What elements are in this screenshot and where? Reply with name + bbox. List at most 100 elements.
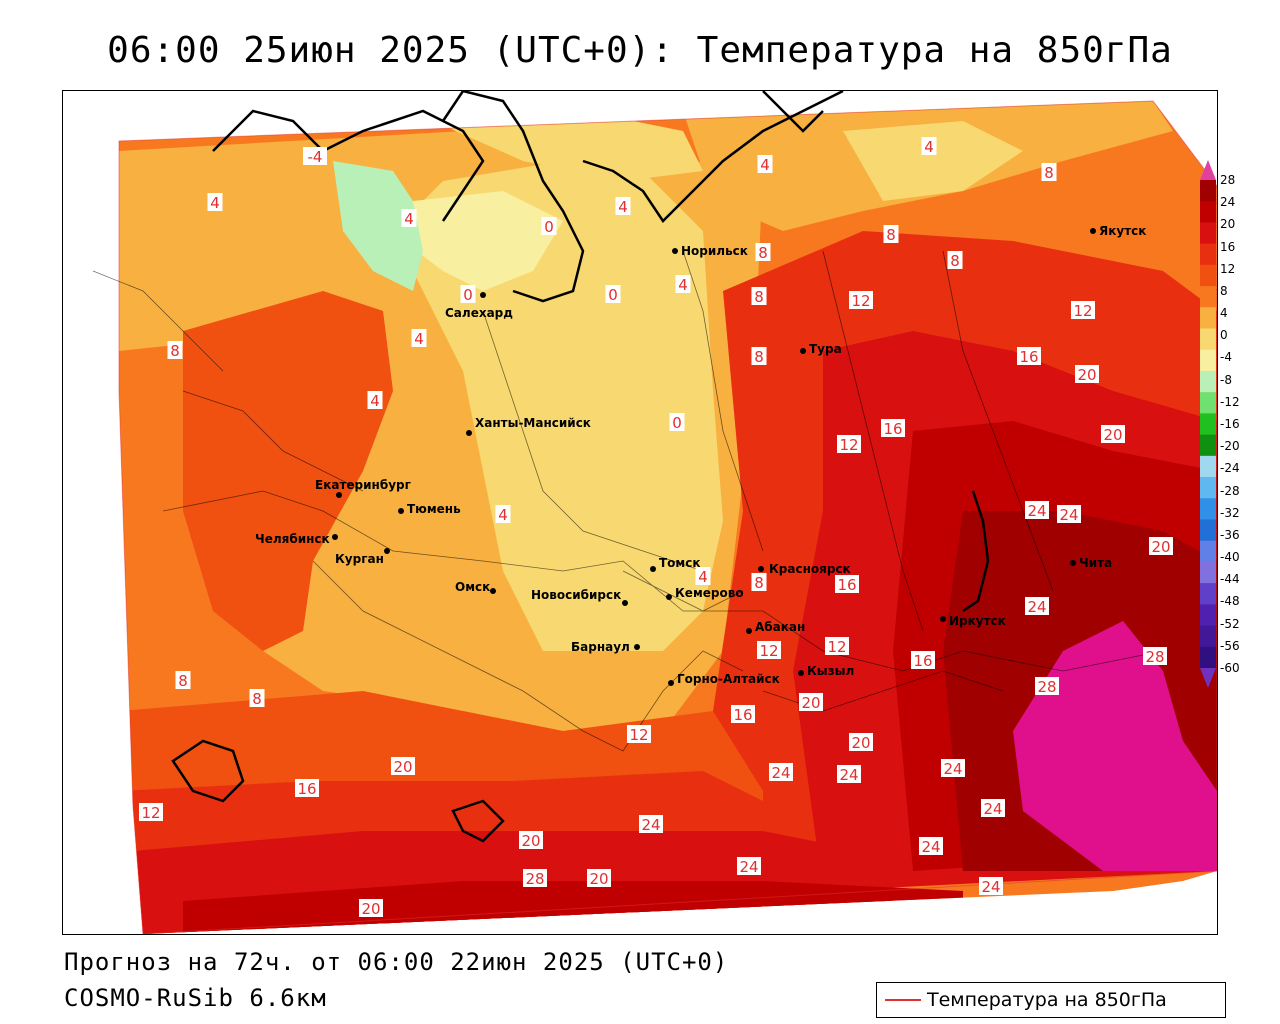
svg-text:28: 28 xyxy=(1145,648,1164,666)
svg-text:20: 20 xyxy=(1103,426,1122,444)
svg-text:12: 12 xyxy=(629,726,648,744)
isotherm-label: 4 xyxy=(207,193,223,212)
svg-text:20: 20 xyxy=(521,832,540,850)
city-khanty-mansiysk[interactable]: Ханты-Мансийск xyxy=(466,416,591,436)
isotherm-label: 24 xyxy=(1025,597,1049,616)
colorbar-tick-label: -28 xyxy=(1220,483,1240,498)
colorbar-tick-label: -4 xyxy=(1220,350,1232,365)
isotherm-label: 8 xyxy=(751,287,767,306)
city-gorno-altaysk[interactable]: Горно-Алтайск xyxy=(668,672,780,686)
city-norilsk[interactable]: Норильск xyxy=(672,244,748,258)
colorbar-swatch xyxy=(1200,264,1216,287)
isotherm-label: 12 xyxy=(1071,301,1095,320)
city-salekhard[interactable]: Салехард xyxy=(445,292,513,320)
isotherm-label: 24 xyxy=(737,857,761,876)
city-novosibirsk[interactable]: Новосибирск xyxy=(531,588,628,606)
svg-text:Иркутск: Иркутск xyxy=(949,614,1006,628)
isotherm-label: 24 xyxy=(837,765,861,784)
isotherm-label: 4 xyxy=(495,505,511,524)
isotherm-label: 20 xyxy=(1101,425,1125,444)
colorbar-tick-label: 0 xyxy=(1220,328,1228,343)
city-tyumen[interactable]: Тюмень xyxy=(398,502,461,516)
city-irkutsk[interactable]: Иркутск xyxy=(940,614,1006,628)
isotherm-label: 4 xyxy=(367,391,383,410)
svg-text:24: 24 xyxy=(1059,506,1078,524)
isotherm-label: 20 xyxy=(849,733,873,752)
svg-text:24: 24 xyxy=(983,800,1002,818)
svg-text:16: 16 xyxy=(913,652,932,670)
city-tomsk[interactable]: Томск xyxy=(650,556,701,572)
svg-text:4: 4 xyxy=(370,392,380,410)
isotherm-label: 4 xyxy=(695,567,711,586)
svg-text:4: 4 xyxy=(210,194,220,212)
city-chita[interactable]: Чита xyxy=(1070,556,1112,570)
svg-text:12: 12 xyxy=(759,642,778,660)
isotherm-label: 20 xyxy=(587,869,611,888)
colorbar-top-arrow xyxy=(1200,160,1216,180)
isotherm-label: 0 xyxy=(541,217,557,236)
isotherm-label: 16 xyxy=(295,779,319,798)
city-kemerovo[interactable]: Кемерово xyxy=(666,586,744,600)
svg-text:16: 16 xyxy=(883,420,902,438)
svg-text:12: 12 xyxy=(839,436,858,454)
svg-text:16: 16 xyxy=(733,706,752,724)
svg-text:Омск: Омск xyxy=(455,580,490,594)
svg-text:24: 24 xyxy=(771,764,790,782)
isotherm-label: 20 xyxy=(519,831,543,850)
isotherm-label: 4 xyxy=(615,197,631,216)
svg-text:4: 4 xyxy=(678,276,688,294)
isotherm-label: 20 xyxy=(359,899,383,918)
svg-text:24: 24 xyxy=(641,816,660,834)
svg-text:0: 0 xyxy=(544,218,554,236)
model-name: COSMO-RuSib 6.6км xyxy=(64,984,327,1012)
city-abakan[interactable]: Абакан xyxy=(746,620,805,634)
colorbar-swatch xyxy=(1200,625,1216,648)
colorbar-tick-label: -48 xyxy=(1220,594,1240,609)
svg-text:8: 8 xyxy=(178,672,188,690)
isotherm-label: 4 xyxy=(757,155,773,174)
isotherm-label: 12 xyxy=(849,291,873,310)
isotherm-label: 12 xyxy=(627,725,651,744)
svg-text:20: 20 xyxy=(1151,538,1170,556)
colorbar-swatch xyxy=(1200,370,1216,393)
isotherm-label: 4 xyxy=(675,275,691,294)
map-area[interactable]: Норильск Якутск Салехард Тура Ханты-Манс… xyxy=(62,90,1218,935)
svg-text:20: 20 xyxy=(361,900,380,918)
svg-text:4: 4 xyxy=(760,156,770,174)
isotherm-label: 24 xyxy=(941,759,965,778)
colorbar-tick-label: -20 xyxy=(1220,439,1240,454)
city-krasnoyarsk[interactable]: Красноярск xyxy=(758,562,851,576)
city-ekaterinburg[interactable]: Екатеринбург xyxy=(315,478,411,498)
city-kurgan[interactable]: Курган xyxy=(335,548,390,566)
isotherm-label: 28 xyxy=(523,869,547,888)
isotherm-label: 24 xyxy=(639,815,663,834)
colorbar-swatch xyxy=(1200,434,1216,457)
city-chelyabinsk[interactable]: Челябинск xyxy=(255,532,338,546)
colorbar-tick-label: -52 xyxy=(1220,616,1240,631)
isotherm-label: 4 xyxy=(921,137,937,156)
svg-text:Норильск: Норильск xyxy=(681,244,748,258)
svg-text:0: 0 xyxy=(463,286,473,304)
city-barnaul[interactable]: Барнаул xyxy=(571,640,640,654)
city-yakutsk[interactable]: Якутск xyxy=(1090,224,1146,238)
city-tura[interactable]: Тура xyxy=(800,342,842,356)
svg-text:24: 24 xyxy=(1027,598,1046,616)
svg-text:8: 8 xyxy=(1044,164,1054,182)
city-kyzyl[interactable]: Кызыл xyxy=(798,664,854,678)
colorbar-tick-label: -32 xyxy=(1220,505,1240,520)
isotherm-label: 0 xyxy=(605,285,621,304)
colorbar-swatch xyxy=(1200,222,1216,245)
svg-text:8: 8 xyxy=(170,342,180,360)
svg-text:Тура: Тура xyxy=(809,342,842,356)
svg-text:28: 28 xyxy=(525,870,544,888)
colorbar-swatch xyxy=(1200,519,1216,542)
colorbar-swatch xyxy=(1200,201,1216,223)
isotherm-label: 28 xyxy=(1143,647,1167,666)
map-title: 06:00 25июн 2025 (UTC+0): Температура на… xyxy=(107,30,1173,71)
colorbar-tick-label: 16 xyxy=(1220,239,1236,254)
svg-text:12: 12 xyxy=(827,638,846,656)
isotherm-labels: -4 4 4 0 0 0 4 4 8 4 8 4 8 8 12 12 8 8 4 4 0 4 4 8 12 16 16 20 20 12 1… xyxy=(139,137,1173,918)
svg-text:Горно-Алтайск: Горно-Алтайск xyxy=(677,672,780,686)
colorbar-scale xyxy=(1200,160,1216,688)
city-omsk[interactable]: Омск xyxy=(455,580,496,594)
